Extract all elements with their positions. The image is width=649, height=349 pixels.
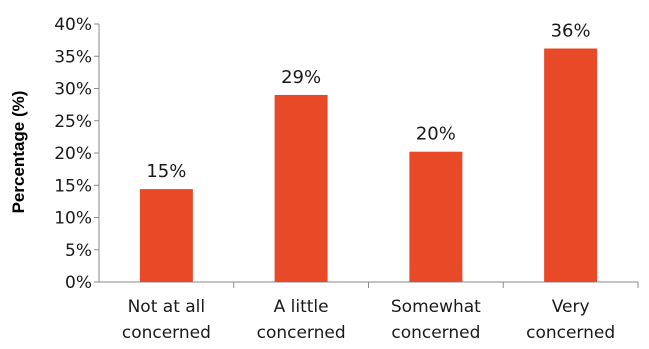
x-tick-label: concerned (257, 323, 346, 343)
chart-axes: 0% 5% 10% 15% 20% 25% 30% 35% 40% (54, 15, 639, 293)
data-label: 15% (146, 161, 186, 182)
bar (139, 189, 193, 282)
y-tick-label: 20% (54, 144, 92, 164)
x-tick-label: Very (552, 297, 590, 317)
y-tick-label: 0% (65, 273, 92, 293)
y-tick-label: 5% (65, 241, 92, 261)
data-label: 29% (281, 67, 321, 88)
x-tick-label: concerned (122, 323, 211, 343)
x-tick-label: Somewhat (391, 297, 481, 317)
y-tick-label: 30% (54, 80, 92, 100)
chart-labels: 15% Not at all concerned 29% A little concern… (122, 21, 615, 343)
y-tick-label: 35% (54, 47, 92, 67)
y-tick-label: 25% (54, 112, 92, 132)
bar (544, 48, 598, 283)
x-tick-label: concerned (391, 323, 480, 343)
x-tick-label: Not at all (128, 297, 206, 317)
data-label: 20% (416, 124, 456, 145)
y-tick-label: 40% (54, 15, 92, 35)
y-tick-label: 10% (54, 209, 92, 229)
x-tick-label: A little (274, 297, 329, 317)
data-label: 36% (551, 21, 591, 42)
y-tick-label: 15% (54, 176, 92, 196)
bar (409, 151, 463, 282)
x-tick-label: concerned (526, 323, 615, 343)
bar (274, 94, 328, 282)
chart-bars (139, 48, 598, 283)
y-axis-label: Percentage (%) (9, 91, 28, 214)
